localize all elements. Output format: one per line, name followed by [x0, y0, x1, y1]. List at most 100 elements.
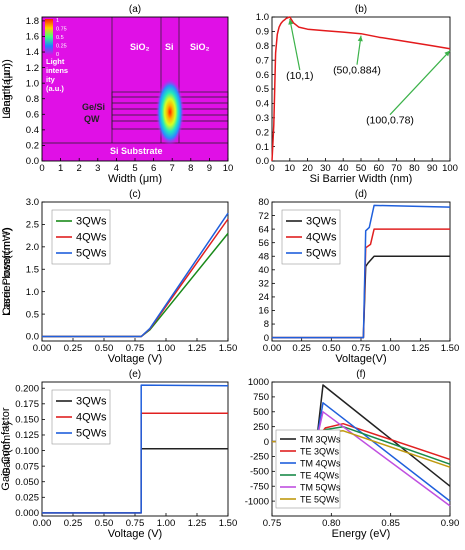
x-tick-label: 0.00: [33, 343, 52, 354]
x-axis-label: Si Barrier Width (nm): [310, 173, 413, 185]
x-tick-label: 3: [95, 163, 100, 174]
y-tick-label: 0.200: [15, 383, 39, 394]
y-tick-label: 0.5: [26, 309, 39, 320]
x-tick-label: 0.50: [95, 518, 114, 529]
legend-entry: 3QWs: [76, 216, 107, 228]
x-tick-label: 1.50: [219, 518, 238, 529]
panel-label: (a): [129, 4, 141, 15]
y-tick-label: 2.5: [26, 220, 39, 231]
x-axis-label: Energy (eV): [332, 528, 391, 540]
x-tick-label: 0.75: [126, 518, 145, 529]
x-tick-label: 10: [285, 163, 296, 174]
y-tick-label: 0.050: [15, 477, 39, 488]
legend-box: [275, 429, 341, 509]
y-tick-label: 40: [258, 265, 269, 276]
colorbar-tick-label: 0.75: [56, 27, 67, 33]
x-tick-label: 0.75: [126, 343, 145, 354]
legend-entry: 4QWs: [76, 412, 107, 424]
y-tick-label: 1.4: [26, 47, 39, 58]
legend-entry: TE 3QWs: [300, 447, 340, 457]
series-line: [272, 204, 451, 339]
region-label-qw: QW: [84, 114, 100, 124]
y-tick-label: 500: [253, 407, 269, 418]
x-tick-label: 1: [58, 163, 63, 174]
y-axis-label: Carrier loss(cm⁻¹): [1, 228, 13, 316]
x-tick-label: 0.80: [322, 518, 341, 529]
colorbar: [45, 19, 53, 55]
colorbar-title-line: (a.u.): [46, 84, 64, 93]
legend-entry: TM 5QWs: [300, 483, 341, 493]
heatmap-background: [42, 17, 228, 161]
annotation-arrow: [389, 50, 451, 116]
x-tick-label: 8: [188, 163, 193, 174]
y-tick-label: 0.000: [15, 508, 39, 519]
y-tick-label: 0.4: [26, 125, 39, 136]
y-axis-label: Gain (a.u.): [1, 63, 13, 115]
y-axis-label: Laser Power(mW): [1, 227, 13, 316]
y-tick-label: 0: [264, 333, 269, 344]
x-tick-label: 0.75: [352, 343, 371, 354]
annotation-arrow: [289, 18, 301, 71]
x-tick-label: 9: [207, 163, 212, 174]
y-tick-label: 24: [258, 292, 269, 303]
panel-label: (b): [355, 4, 367, 15]
y-tick-label: 1000: [248, 377, 269, 388]
x-tick-label: 1.25: [188, 518, 207, 529]
axes-panel-d: 0.00 0.25 0.50 0.75 1.00 1.25 1.50 0 8 16 24 32 40 48…: [1, 189, 459, 365]
y-tick-label: 1.6: [26, 32, 39, 43]
axes-panel-b: 0 10 20 30 40 50 60 70 80 90 1000.00.10.20.30.40.5…: [1, 4, 458, 185]
x-tick-label: 1.00: [157, 518, 176, 529]
x-tick-label: 60: [374, 163, 385, 174]
x-tick-label: 70: [391, 163, 402, 174]
optical-mode: [156, 78, 184, 146]
x-tick-label: 0.25: [292, 343, 311, 354]
series-line: [271, 16, 451, 162]
x-tick-label: 1.00: [157, 343, 176, 354]
y-tick-label: 32: [258, 279, 269, 290]
annotation-arrowhead: [444, 50, 450, 57]
x-tick-label: 6: [151, 163, 156, 174]
annotation-label: (50,0.884): [333, 65, 381, 77]
y-tick-label: 1.8: [26, 16, 39, 27]
y-tick-label: 0.0: [26, 332, 39, 343]
series-line: [42, 384, 229, 514]
colorbar-title-line: ity: [46, 75, 56, 84]
y-tick-label: 0.8: [256, 41, 269, 52]
y-tick-label: 0.8: [26, 94, 39, 105]
x-tick-label: 5: [132, 163, 137, 174]
x-tick-label: 80: [409, 163, 420, 174]
y-tick-label: 2.0: [26, 242, 39, 253]
y-tick-label: 0.175: [15, 399, 39, 410]
annotation-label: (100,0.78): [366, 115, 414, 127]
colorbar-ticks: 1 0.75 0.5 0.25 0: [56, 18, 67, 58]
panel-label: (d): [355, 189, 367, 200]
y-tick-label: -500: [250, 467, 269, 478]
series-line: [42, 212, 229, 338]
colorbar-tick-label: 0.5: [56, 35, 64, 41]
y-axis-label: Length (μm): [1, 59, 13, 119]
y-tick-label: 0.125: [15, 430, 39, 441]
y-tick-label: 80: [258, 197, 269, 208]
x-tick-label: 50: [356, 163, 367, 174]
y-tick-label: 0.0: [256, 156, 269, 167]
y-tick-label: 0.075: [15, 461, 39, 472]
x-tick-label: 1.25: [188, 343, 207, 354]
y-tick-label: 0.6: [26, 109, 39, 120]
x-tick-label: 1.25: [411, 343, 430, 354]
legend-entry: 4QWs: [306, 232, 337, 244]
region-label-si: Si: [165, 42, 174, 52]
legend-entry: TE 5QWs: [300, 495, 340, 505]
colorbar-title-line: Light: [46, 57, 65, 66]
x-tick-label: 30: [320, 163, 331, 174]
y-tick-label: 0.025: [15, 493, 39, 504]
gain-annotations: (10,1) (50,0.884) (100,0.78): [286, 18, 451, 127]
panel-label: (c): [129, 189, 141, 200]
x-tick-label: 0.25: [64, 343, 83, 354]
y-tick-label: 0.4: [256, 99, 269, 110]
x-tick-label: 4: [114, 163, 119, 174]
x-axis-label: Width (μm): [108, 173, 162, 185]
y-tick-label: 56: [258, 238, 269, 249]
y-tick-label: 64: [258, 224, 269, 235]
colorbar-tick-label: 0: [56, 52, 59, 58]
